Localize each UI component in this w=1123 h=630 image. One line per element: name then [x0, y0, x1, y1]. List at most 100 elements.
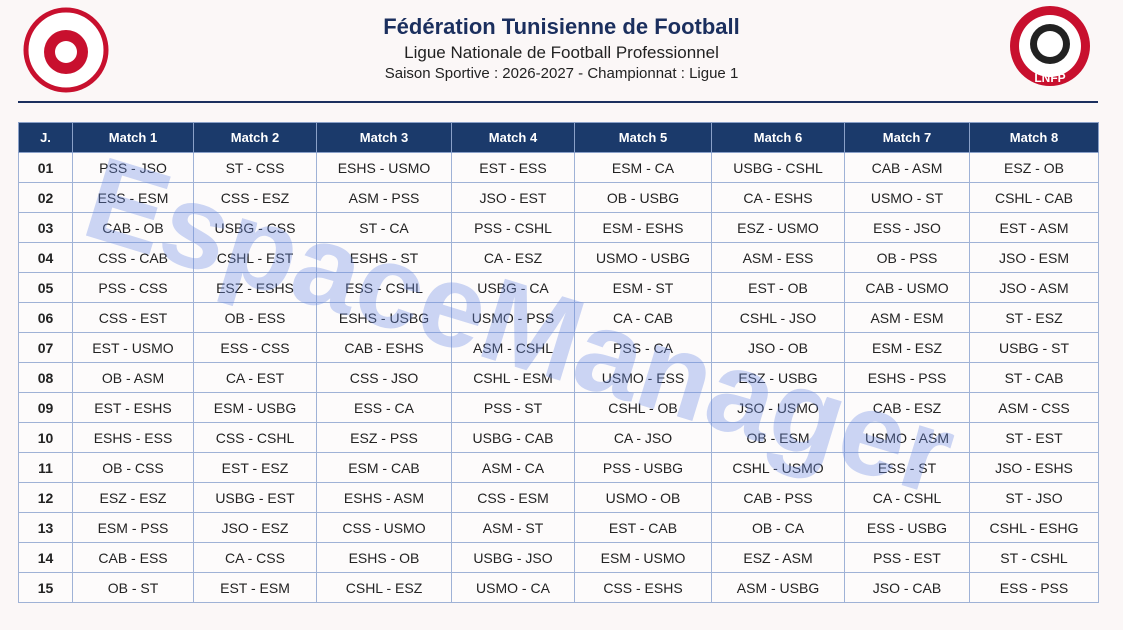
round-cell: 12 — [18, 482, 73, 513]
match-cell: ESM - USBG — [193, 392, 317, 423]
match-cell: USBG - CAB — [451, 422, 575, 453]
match-cell: CSS - EST — [72, 302, 194, 333]
row: 09 EST - ESHS ESM - USBG ESS - CA PSS - ST CS… — [18, 392, 1099, 423]
round-cell: 13 — [18, 512, 73, 543]
round-cell: 10 — [18, 422, 73, 453]
match-cell: OB - ST — [72, 572, 194, 603]
match-cell: USMO - PSS — [451, 302, 575, 333]
match-cell: CAB - OB — [72, 212, 194, 243]
match-cell: PSS - JSO — [72, 152, 194, 183]
match-cell: CAB - PSS — [711, 482, 845, 513]
match-cell: EST - ESS — [451, 152, 575, 183]
match-cell: USMO - ESS — [574, 362, 712, 393]
column-header: Match 5 — [574, 122, 712, 153]
match-cell: JSO - EST — [451, 182, 575, 213]
column-header: Match 2 — [193, 122, 317, 153]
match-cell: CSS - ESM — [451, 482, 575, 513]
match-cell: OB - ESM — [711, 422, 845, 453]
match-cell: CSS - USMO — [316, 512, 452, 543]
match-cell: ESM - ST — [574, 272, 712, 303]
match-cell: ESZ - OB — [969, 152, 1099, 183]
match-cell: ST - CSHL — [969, 542, 1099, 573]
match-cell: ESZ - ASM — [711, 542, 845, 573]
match-cell: EST - OB — [711, 272, 845, 303]
match-cell: EST - ESZ — [193, 452, 317, 483]
round-cell: 01 — [18, 152, 73, 183]
match-cell: ESHS - USBG — [316, 302, 452, 333]
match-cell: CA - ESHS — [711, 182, 845, 213]
row: 08 OB - ASM CA - EST CSS - JSO CSHL - ESM USM… — [18, 362, 1099, 393]
match-cell: USBG - ST — [969, 332, 1099, 363]
match-cell: ESM - CAB — [316, 452, 452, 483]
match-cell: USBG - EST — [193, 482, 317, 513]
row: 02 ESS - ESM CSS - ESZ ASM - PSS JSO - EST OB… — [18, 182, 1099, 213]
match-cell: CSHL - CAB — [969, 182, 1099, 213]
round-cell: 06 — [18, 302, 73, 333]
match-cell: ST - CSS — [193, 152, 317, 183]
match-cell: ESM - ESHS — [574, 212, 712, 243]
match-cell: ESS - JSO — [844, 212, 970, 243]
row: 14 CAB - ESS CA - CSS ESHS - OB USBG - JSO ES… — [18, 542, 1099, 573]
row: 15 OB - ST EST - ESM CSHL - ESZ USMO - CA CSS… — [18, 572, 1099, 603]
match-cell: ESZ - USBG — [711, 362, 845, 393]
round-cell: 11 — [18, 452, 73, 483]
row: 05 PSS - CSS ESZ - ESHS ESS - CSHL USBG - CA… — [18, 272, 1099, 303]
match-cell: ESHS - USMO — [316, 152, 452, 183]
match-cell: EST - ASM — [969, 212, 1099, 243]
match-cell: JSO - USMO — [711, 392, 845, 423]
match-cell: ESS - ESM — [72, 182, 194, 213]
match-cell: CAB - ESZ — [844, 392, 970, 423]
round-cell: 05 — [18, 272, 73, 303]
match-cell: CAB - USMO — [844, 272, 970, 303]
match-cell: ASM - ESS — [711, 242, 845, 273]
match-cell: PSS - CSHL — [451, 212, 575, 243]
row: 10 ESHS - ESS CSS - CSHL ESZ - PSS USBG - CA… — [18, 422, 1099, 453]
match-cell: JSO - ESHS — [969, 452, 1099, 483]
match-cell: CSHL - USMO — [711, 452, 845, 483]
column-header: Match 3 — [316, 122, 452, 153]
column-header: Match 8 — [969, 122, 1099, 153]
match-cell: USMO - OB — [574, 482, 712, 513]
match-cell: ESZ - PSS — [316, 422, 452, 453]
match-cell: ESM - CA — [574, 152, 712, 183]
match-cell: JSO - ASM — [969, 272, 1099, 303]
match-cell: CAB - ESS — [72, 542, 194, 573]
round-cell: 02 — [18, 182, 73, 213]
match-cell: PSS - EST — [844, 542, 970, 573]
match-cell: ESM - PSS — [72, 512, 194, 543]
match-cell: USBG - CSHL — [711, 152, 845, 183]
round-cell: 04 — [18, 242, 73, 273]
round-cell: 09 — [18, 392, 73, 423]
match-cell: CSHL - EST — [193, 242, 317, 273]
round-cell: 14 — [18, 542, 73, 573]
match-cell: OB - CSS — [72, 452, 194, 483]
column-header: Match 7 — [844, 122, 970, 153]
title: Fédération Tunisienne de Football — [383, 14, 740, 39]
match-cell: ASM - ESM — [844, 302, 970, 333]
row: 11 OB - CSS EST - ESZ ESM - CAB ASM - CA PSS … — [18, 452, 1099, 483]
match-cell: CSS - ESZ — [193, 182, 317, 213]
match-cell: ESM - USMO — [574, 542, 712, 573]
divider — [18, 101, 1098, 103]
match-cell: JSO - ESZ — [193, 512, 317, 543]
logo-text: LNFP — [1034, 71, 1065, 85]
match-cell: CA - CAB — [574, 302, 712, 333]
round-cell: 15 — [18, 572, 73, 603]
lnfp-logo: LNFP — [1010, 6, 1090, 86]
match-cell: PSS - USBG — [574, 452, 712, 483]
row: 03 CAB - OB USBG - CSS ST - CA PSS - CSHL ESM… — [18, 212, 1099, 243]
match-cell: ESHS - ASM — [316, 482, 452, 513]
match-cell: PSS - ST — [451, 392, 575, 423]
match-cell: CSS - CAB — [72, 242, 194, 273]
match-cell: USBG - CSS — [193, 212, 317, 243]
match-cell: CSHL - JSO — [711, 302, 845, 333]
match-cell: ASM - CSS — [969, 392, 1099, 423]
column-header: Match 1 — [72, 122, 194, 153]
match-cell: ESS - CSS — [193, 332, 317, 363]
match-cell: EST - ESM — [193, 572, 317, 603]
row: 12 ESZ - ESZ USBG - EST ESHS - ASM CSS - ESM… — [18, 482, 1099, 513]
match-cell: ESS - PSS — [969, 572, 1099, 603]
match-cell: USMO - ASM — [844, 422, 970, 453]
match-cell: EST - CAB — [574, 512, 712, 543]
schedule-table: J. Match 1 Match 2 Match 3 Match 4 Match 5 Mat… — [18, 122, 1099, 603]
